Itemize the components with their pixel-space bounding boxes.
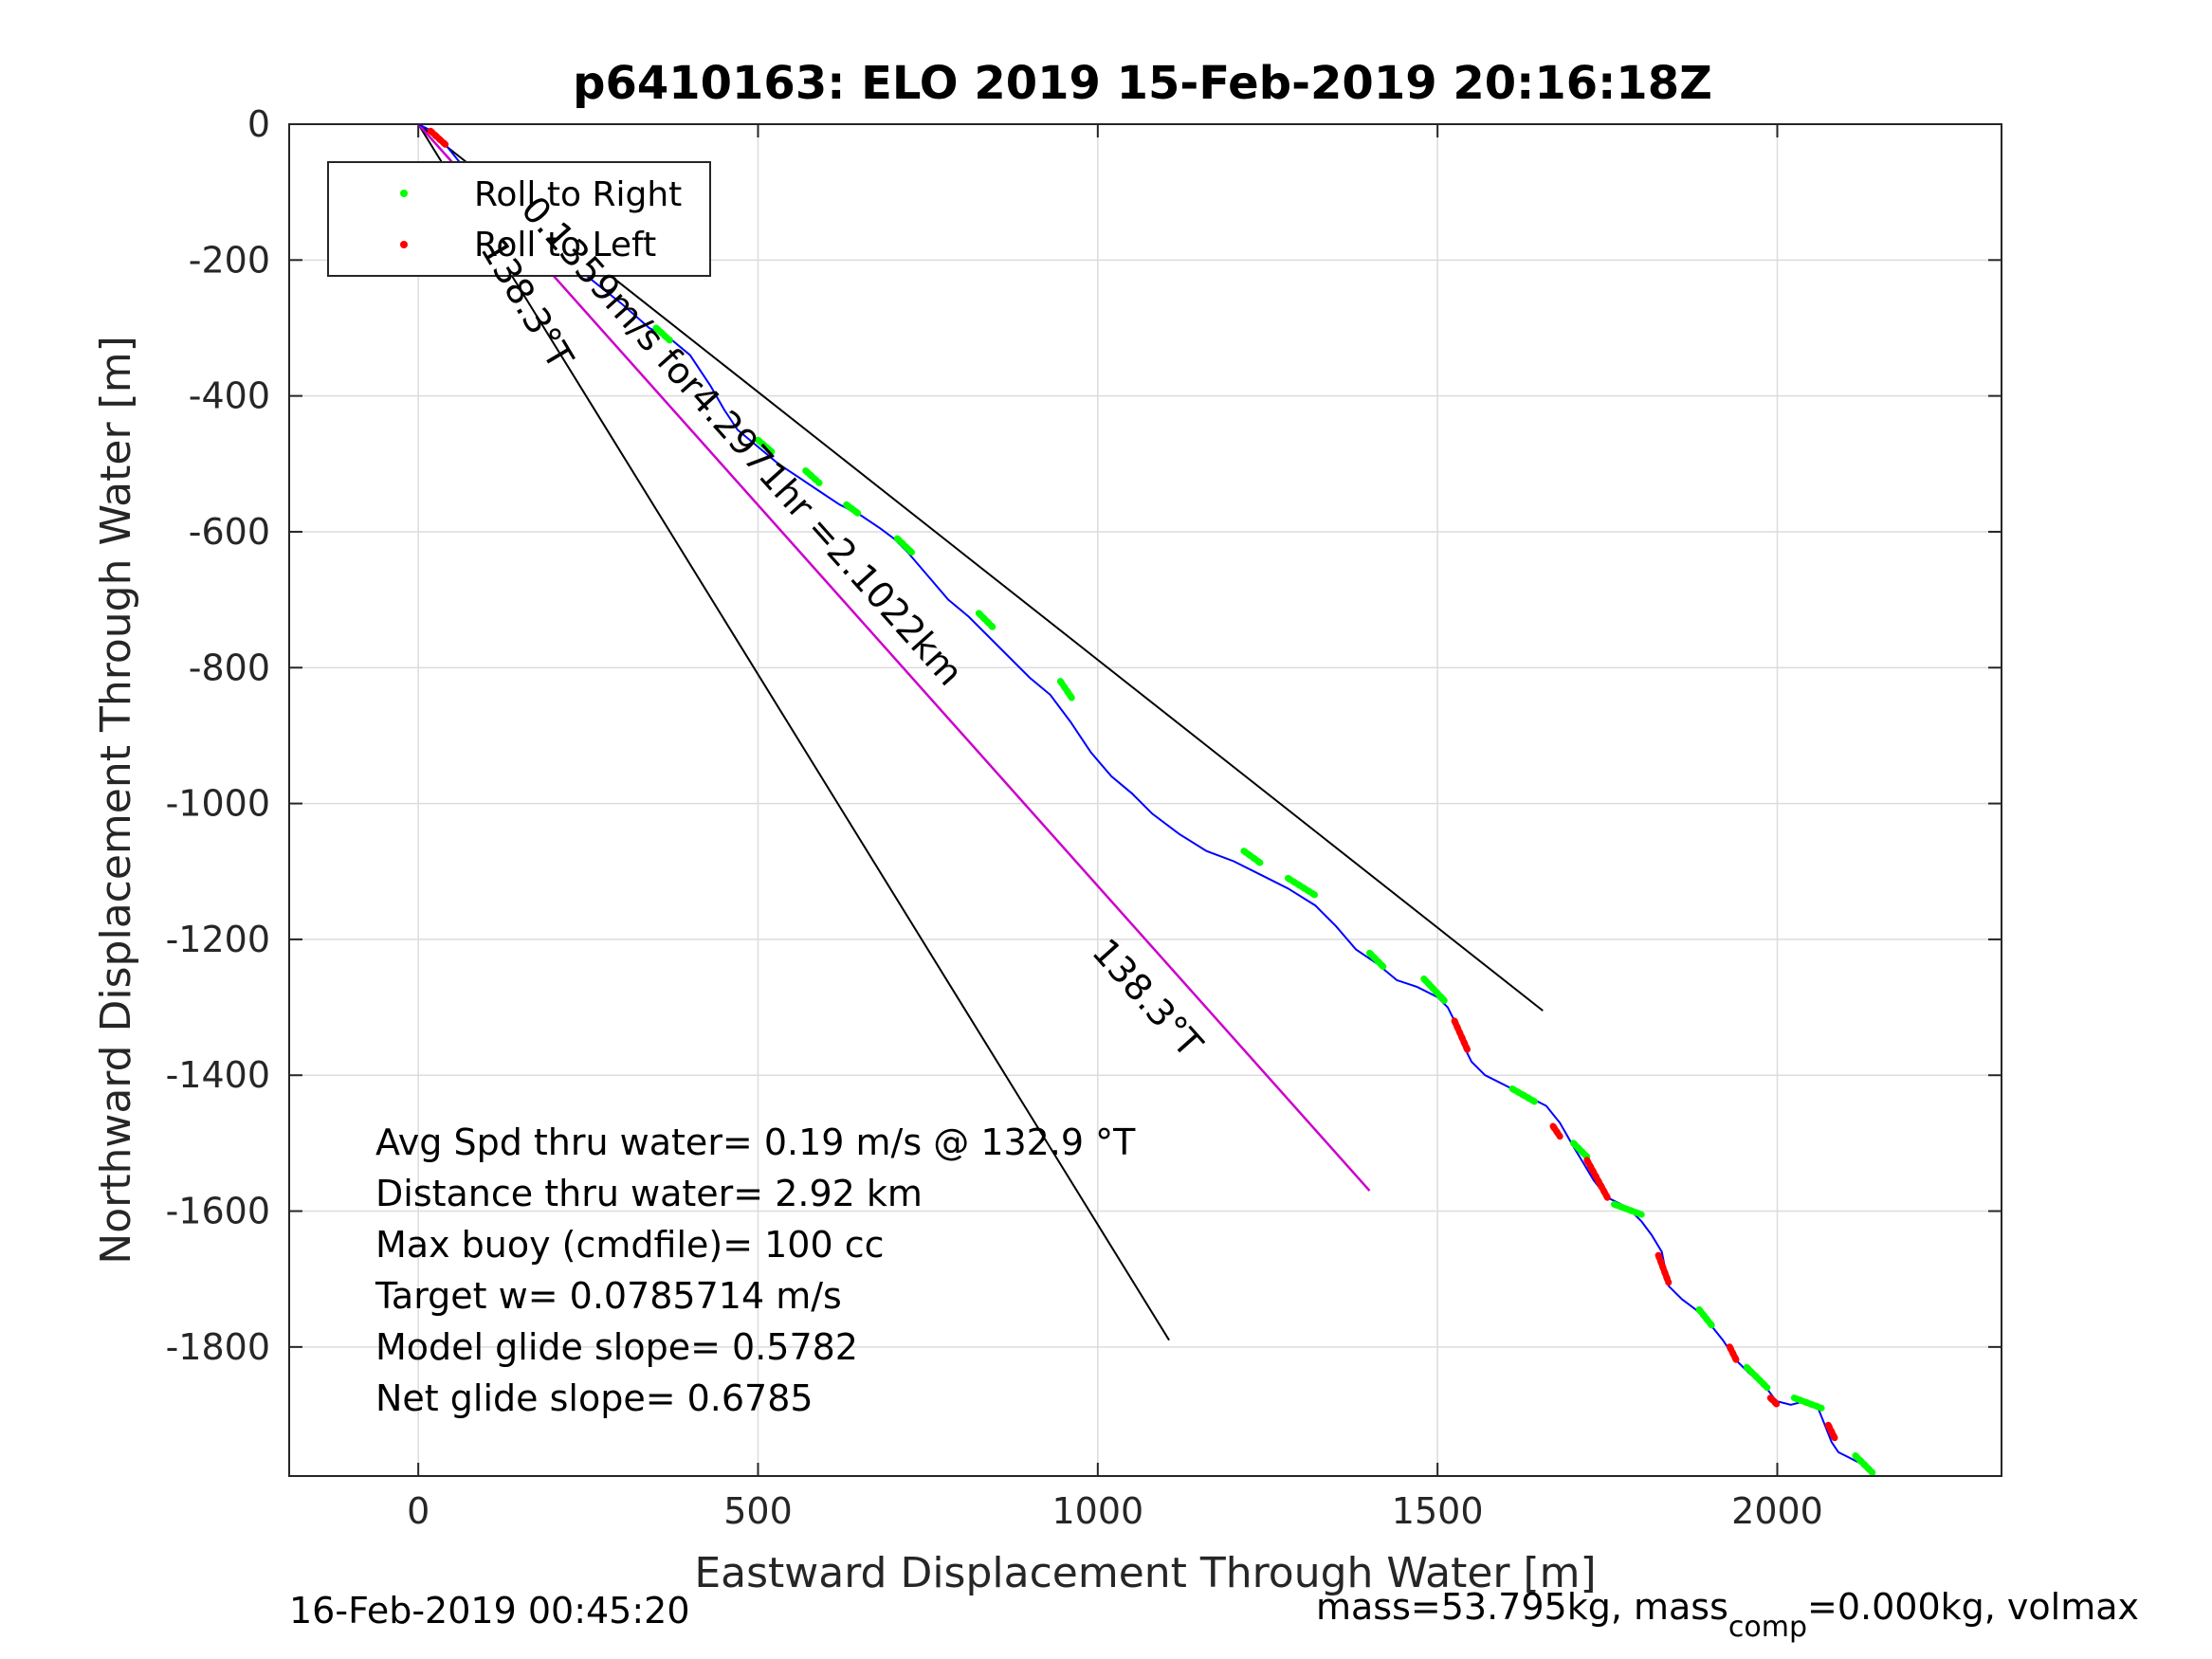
roll-left-marker [1726,1343,1740,1364]
footer-timestamp: 16-Feb-2019 00:45:20 [289,1590,690,1632]
y-tick-label: -1200 [166,919,270,960]
roll-right-marker [1570,1139,1591,1160]
plot-frame [288,123,2002,1477]
y-tick-label: -800 [189,647,270,688]
roll-right-marker [1366,949,1387,971]
roll-right-marker [1240,848,1265,867]
roll-right-marker [843,501,864,519]
legend-label-roll-right: Roll to Right [474,175,682,214]
roll-right-marker [893,535,917,557]
roll-right-marker [1852,1452,1876,1476]
roll-right-marker [1611,1200,1645,1218]
stat-target-w: Target w= 0.0785714 m/s [375,1275,842,1317]
chart-title: p6410163: ELO 2019 15-Feb-2019 20:16:18Z [573,57,1712,110]
footer-mass-prefix: mass=53.795kg, mass [1316,1586,1728,1628]
y-tick-label: -1600 [166,1191,270,1232]
roll-right-marker [975,610,996,630]
y-tick-label: -400 [189,375,270,417]
roll-left-marker [1451,1017,1472,1055]
stat-distance: Distance thru water= 2.92 km [375,1173,923,1214]
footer-mass-suffix: =0.000kg, volmax [1807,1586,2139,1628]
roll-right-marker [755,436,776,455]
y-tick-label: -1800 [166,1326,270,1368]
roll-right-marker [1790,1395,1825,1412]
stat-net-glide: Net glide slope= 0.6785 [375,1377,814,1419]
stat-avg-speed: Avg Spd thru water= 0.19 m/s @ 132.9 °T [375,1121,1136,1163]
x-tick-label: 2000 [1731,1490,1823,1532]
roll-left-marker [427,127,449,148]
ticks: 0 500 1000 1500 2000 0 -200 -400 -600 -800 -1000 -1… [166,103,2002,1532]
footer-mass: mass=53.795kg, masscomp=0.000kg, volmax [1316,1586,2139,1644]
roll-left-marker [1766,1395,1781,1409]
roll-right-marker [1508,1085,1540,1106]
roll-right-marker [802,467,823,486]
roll-right-marker [1420,975,1448,1004]
heading-line [417,123,1371,1192]
roll-left-marker [1824,1421,1838,1443]
roll-right-marker [1743,1363,1771,1392]
legend-box [327,161,711,277]
legend: Roll to Right Roll to Left [327,161,711,277]
roll-right-marker [1695,1305,1716,1330]
y-axis-label: Northward Displacement Through Water [m] [92,336,140,1264]
track-group [417,123,1874,1474]
stat-model-glide: Model glide slope= 0.5782 [375,1326,858,1368]
y-tick-label: -1400 [166,1054,270,1096]
y-tick-label: -1000 [166,783,270,825]
roll-markers [427,127,1876,1476]
y-tick-label: 0 [247,103,270,145]
track-line [417,123,1874,1474]
y-tick-label: -600 [189,511,270,553]
roll-right-marker [652,324,673,344]
roll-left-marker [1549,1122,1563,1140]
roll-right-marker [1056,678,1076,702]
x-tick-label: 0 [407,1490,430,1532]
x-axis-label: Eastward Displacement Through Water [m] [694,1549,1596,1597]
y-tick-label: -200 [189,239,270,281]
roll-left-marker [1654,1251,1673,1286]
roll-right-marker [1285,874,1319,899]
roll-left-marker [1583,1157,1611,1201]
x-tick-label: 1000 [1051,1490,1143,1532]
stat-max-buoy: Max buoy (cmdfile)= 100 cc [375,1224,885,1266]
legend-label-roll-left: Roll to Left [474,226,656,264]
stats-block: Avg Spd thru water= 0.19 m/s @ 132.9 °T … [375,1121,1136,1419]
plot-area [289,124,2002,1476]
legend-marker-roll-left [400,241,408,248]
cone-line-left [417,123,1170,1341]
footer-mass-sub: comp [1728,1611,1807,1644]
legend-marker-roll-right [400,190,408,197]
x-tick-label: 1500 [1392,1490,1484,1532]
heading-line-group [417,123,1371,1192]
x-tick-label: 500 [723,1490,793,1532]
